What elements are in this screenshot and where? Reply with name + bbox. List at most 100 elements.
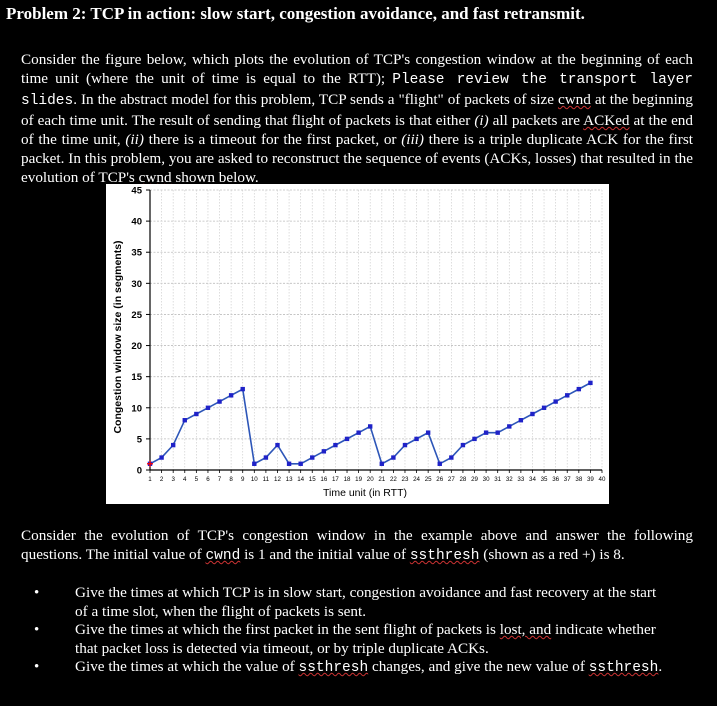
x-tick-label: 18: [344, 476, 351, 483]
followup-paragraph: Consider the evolution of TCP's congesti…: [21, 526, 693, 566]
intro-text-6: at the end of the time unit,: [21, 112, 693, 148]
x-tick-label: 17: [332, 476, 339, 483]
ssthresh-term: ssthresh: [588, 660, 659, 676]
x-tick-label: 39: [587, 476, 594, 483]
question-item: Give the times at which the first packet…: [21, 621, 671, 658]
question-item: Give the times at which TCP is in slow s…: [21, 584, 671, 621]
lost-and-term: lost, and: [499, 621, 552, 638]
x-tick-label: 8: [229, 476, 233, 483]
cwnd-data-point: [263, 455, 269, 460]
x-tick-label: 3: [171, 476, 175, 483]
cwnd-data-point: [576, 386, 582, 392]
cwnd-data-point: [159, 455, 164, 460]
y-tick-label: 10: [131, 403, 142, 414]
y-tick-label: 30: [131, 279, 142, 290]
x-tick-label: 35: [541, 476, 548, 483]
x-tick-label: 26: [436, 476, 443, 483]
intro-text-8: there is a triple duplicate ACK for the …: [21, 131, 693, 186]
y-tick-label: 5: [137, 434, 143, 445]
cwnd-data-point: [344, 436, 350, 442]
y-tick-label: 35: [131, 248, 142, 259]
x-tick-label: 34: [529, 476, 536, 483]
intro-text-4: at the beginning of each time unit. The …: [21, 91, 693, 129]
problem-heading: Problem 2: TCP in action: slow start, co…: [6, 4, 585, 23]
intro-text-3: . In the abstract model for this problem…: [73, 91, 558, 108]
x-tick-label: 20: [367, 476, 374, 483]
x-tick-label: 5: [195, 476, 199, 483]
followup-text-3: (shown as a red +) is 8.: [479, 546, 625, 563]
cwnd-data-point: [414, 436, 419, 442]
cwnd-data-point: [252, 461, 257, 466]
cwnd-data-point: [217, 399, 222, 404]
question-2-text-c: indicate whether that packet loss is det…: [75, 621, 656, 657]
cwnd-data-point: [483, 430, 489, 435]
cwnd-term: cwnd: [557, 91, 591, 108]
x-tick-label: 16: [320, 476, 327, 483]
cwnd-data-point: [228, 393, 234, 398]
cwnd-data-point: [437, 461, 442, 466]
question-list: Give the times at which TCP is in slow s…: [21, 584, 671, 678]
y-tick-label: 40: [131, 217, 142, 228]
cwnd-data-point: [194, 411, 199, 417]
cwnd-data-point: [205, 405, 211, 410]
cwnd-data-point: [240, 386, 245, 392]
cwnd-data-point: [379, 461, 384, 466]
cwnd-data-point: [356, 430, 361, 435]
x-tick-label: 33: [517, 476, 524, 483]
cwnd-data-point: [518, 418, 524, 423]
intro-text-7: there is a timeout for the first packet,…: [143, 131, 402, 148]
x-tick-label: 2: [160, 476, 164, 483]
x-tick-label: 15: [309, 476, 316, 483]
cwnd-data-point: [449, 455, 454, 460]
x-tick-label: 24: [413, 476, 420, 483]
x-tick-label: 37: [564, 476, 571, 483]
intro-review-note: Please review the transport layer slides: [21, 72, 693, 109]
cwnd-chart: 0 5 10 15 20 25 30 35 40 45 1 2 3 4 5 6 7 8 9 10 11 12 13 14 15 1…: [106, 184, 609, 504]
x-tick-label: 21: [378, 476, 385, 483]
question-item: Give the times at which the value of sst…: [21, 658, 671, 678]
cwnd-data-point: [495, 430, 500, 435]
x-tick-label: 1: [148, 476, 152, 483]
question-3-text-a: Give the times at which the value of: [75, 658, 299, 675]
cwnd-data-point: [541, 405, 547, 410]
acked-term: ACKed: [583, 112, 630, 129]
x-tick-label: 25: [425, 476, 432, 483]
followup-text-2: is 1 and the initial value of: [240, 546, 410, 563]
x-tick-label: 38: [575, 476, 582, 483]
ssthresh-term: ssthresh: [409, 548, 480, 564]
y-tick-label: 20: [131, 341, 142, 352]
cwnd-data-point: [425, 430, 431, 435]
intro-text-1: Consider the figure below, which plots t…: [21, 51, 693, 87]
x-tick-label: 10: [251, 476, 258, 483]
cwnd-data-point: [391, 455, 396, 460]
x-tick-label: 22: [390, 476, 397, 483]
cwnd-data-point: [460, 442, 466, 448]
option-ii: (ii): [125, 131, 144, 148]
x-tick-label: 13: [286, 476, 293, 483]
y-tick-label: 45: [131, 186, 142, 197]
x-tick-label: 6: [206, 476, 210, 483]
x-tick-label: 23: [402, 476, 409, 483]
cwnd-data-point: [275, 442, 280, 448]
x-tick-label: 11: [263, 476, 270, 483]
chart-grid: [150, 189, 603, 470]
cwnd-data-point: [565, 393, 570, 398]
cwnd-data-point: [472, 436, 477, 442]
x-tick-label: 27: [448, 476, 455, 483]
y-axis-label: Congestion window size (in segments): [112, 240, 124, 433]
cwnd-data-point: [333, 442, 338, 448]
cwnd-data-point: [507, 424, 512, 429]
y-tick-label: 15: [131, 372, 142, 383]
y-tick-label: 25: [131, 310, 142, 321]
x-tick-label: 28: [459, 476, 466, 483]
x-tick-label: 19: [355, 476, 362, 483]
x-axis-label: Time unit (in RTT): [323, 487, 407, 499]
cwnd-data-point: [530, 411, 535, 417]
question-3-text-c: changes, and give the new value of: [368, 658, 589, 675]
cwnd-data-point: [170, 442, 176, 448]
intro-paragraph: Consider the figure below, which plots t…: [21, 50, 693, 187]
question-1-text: Give the times at which TCP is in slow s…: [75, 584, 657, 620]
x-tick-label: 31: [494, 476, 501, 483]
